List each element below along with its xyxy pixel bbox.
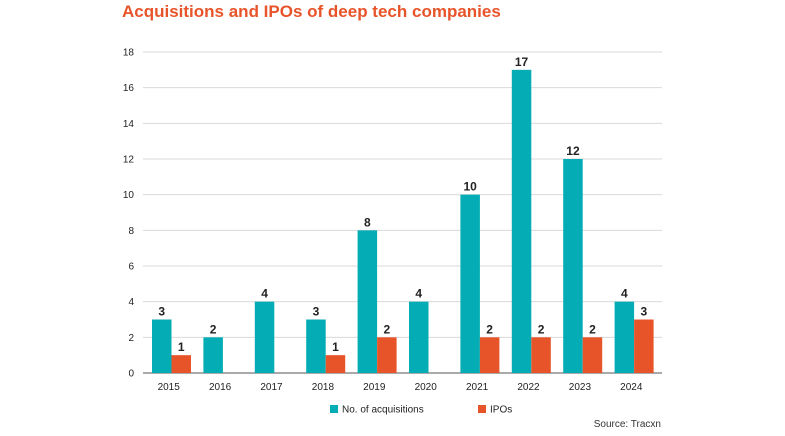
data-label-ipos-2018: 1 [332, 340, 339, 354]
bar-acquisitions-2022 [511, 69, 532, 373]
bar-acquisitions-2023 [563, 159, 583, 373]
legend-label-acquisitions: No. of acquisitions [342, 405, 424, 416]
data-label-ipos-2023: 2 [589, 322, 596, 336]
x-tick-label: 2016 [209, 382, 232, 393]
y-tick-label: 10 [123, 190, 135, 201]
x-tick-label: 2019 [363, 382, 386, 393]
y-tick-label: 18 [123, 48, 135, 59]
y-tick-label: 8 [128, 226, 134, 237]
data-label-acquisitions-2017: 4 [261, 287, 268, 301]
y-axis: 0 2 4 6 8 10 12 14 16 18 [123, 48, 135, 380]
bar-acquisitions-2015 [152, 319, 172, 373]
x-tick-label: 2017 [260, 382, 283, 393]
data-label-acquisitions-2015: 3 [158, 305, 165, 319]
x-tick-label: 2023 [569, 382, 592, 393]
bar-acquisitions-2024 [614, 301, 635, 373]
bar-ipos-2021 [479, 337, 500, 373]
legend: No. of acquisitions IPOs [330, 405, 512, 416]
legend-label-ipos: IPOs [490, 405, 512, 416]
bar-ipos-2023 [582, 337, 603, 373]
bar-acquisitions-2018 [306, 319, 326, 373]
y-tick-label: 12 [123, 155, 135, 166]
y-tick-label: 14 [123, 119, 135, 130]
legend-swatch-ipos [478, 405, 486, 413]
y-tick-label: 2 [128, 333, 134, 344]
bar-acquisitions-2020 [409, 301, 429, 373]
bar-ipos-2024 [634, 319, 654, 373]
bar-ipos-2018 [325, 355, 346, 373]
legend-swatch-acquisitions [330, 405, 338, 413]
bar-acquisitions-2017 [254, 301, 275, 373]
data-label-acquisitions-2018: 3 [313, 305, 320, 319]
x-tick-label: 2022 [517, 382, 540, 393]
data-label-acquisitions-2019: 8 [364, 215, 371, 229]
y-tick-label: 4 [128, 297, 134, 308]
data-label-acquisitions-2020: 4 [415, 287, 422, 301]
y-tick-label: 16 [123, 83, 135, 94]
x-tick-label: 2021 [466, 382, 489, 393]
bar-acquisitions-2021 [460, 194, 480, 373]
bar-acquisitions-2016 [203, 337, 223, 373]
x-axis: 2015 2016 2017 2018 2019 2020 2021 2022 2023 2024 [158, 382, 643, 393]
data-label-acquisitions-2022: 17 [515, 55, 529, 69]
data-label-acquisitions-2023: 12 [566, 144, 580, 158]
bar-ipos-2015 [171, 355, 191, 373]
bars [152, 69, 654, 373]
x-tick-label: 2015 [158, 382, 181, 393]
data-label-ipos-2024: 3 [641, 305, 648, 319]
bar-ipos-2022 [531, 337, 551, 373]
chart-title: Acquisitions and IPOs of deep tech compa… [122, 2, 501, 21]
data-label-ipos-2021: 2 [486, 322, 493, 336]
gridlines [143, 51, 662, 374]
source-note: Source: Tracxn [593, 419, 661, 430]
x-tick-label: 2018 [312, 382, 335, 393]
x-tick-label: 2020 [415, 382, 438, 393]
y-tick-label: 6 [128, 262, 134, 273]
data-label-ipos-2019: 2 [384, 322, 391, 336]
data-label-ipos-2015: 1 [178, 340, 185, 354]
data-label-acquisitions-2024: 4 [621, 287, 628, 301]
bar-acquisitions-2019 [357, 230, 378, 373]
bar-ipos-2019 [377, 337, 397, 373]
data-label-acquisitions-2016: 2 [210, 322, 217, 336]
data-label-acquisitions-2021: 10 [463, 180, 477, 194]
y-tick-label: 0 [128, 369, 134, 380]
x-tick-label: 2024 [620, 382, 643, 393]
data-label-ipos-2022: 2 [538, 322, 545, 336]
